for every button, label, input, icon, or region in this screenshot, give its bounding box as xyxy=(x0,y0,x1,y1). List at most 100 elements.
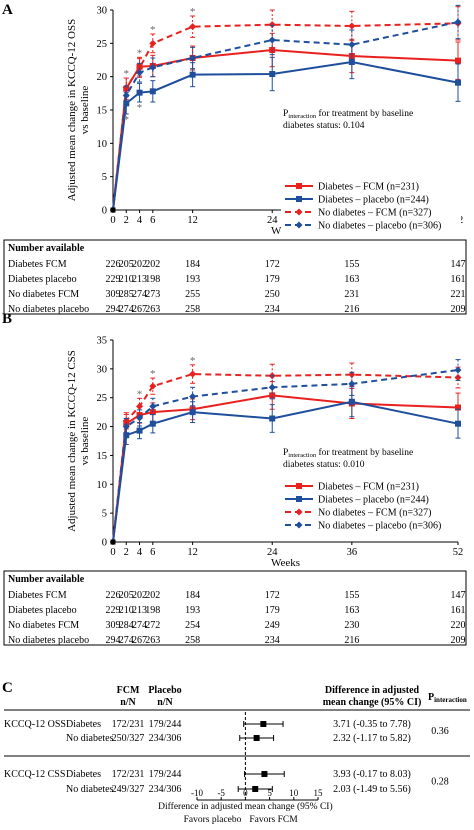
p-interaction-line2: diabetes status: 0.104 xyxy=(283,121,365,131)
y-tick-label: 0 xyxy=(102,206,107,217)
significance-star: * xyxy=(150,24,156,36)
forest-group: KCCQ-12 CSS 0.28 Diabetes 172/231 179/244 3.9… xyxy=(4,769,449,795)
data-point xyxy=(348,59,355,65)
significance-star: * xyxy=(150,368,156,380)
x-tick-label: 0 xyxy=(110,215,115,226)
number-table-heading: Number available xyxy=(8,243,85,254)
data-point xyxy=(149,420,156,427)
legend-label-diab_fcm: Diabetes – FCM (n=231) xyxy=(318,182,419,193)
number-table-cell: 229 xyxy=(106,274,121,285)
forest-x-tick-label: 0 xyxy=(243,788,248,798)
header-p: P xyxy=(428,692,434,703)
data-point xyxy=(149,382,157,390)
p-interaction-value: 0.36 xyxy=(431,726,449,737)
legend-label-nodiab_pla: No diabetes – placebo (n=306) xyxy=(318,221,441,232)
header-p-sub: interaction xyxy=(434,696,467,704)
number-table-cell: 263 xyxy=(145,304,160,315)
header-placebo: Placebo xyxy=(148,685,181,696)
data-point xyxy=(122,423,130,431)
number-table-cell: 147 xyxy=(451,259,466,270)
legend-marker xyxy=(296,183,302,189)
number-table-cell: 198 xyxy=(145,274,160,285)
data-point xyxy=(136,69,144,77)
x-tick-label: 12 xyxy=(187,215,198,226)
x-tick-label: 2 xyxy=(124,547,129,558)
number-table-cell: 163 xyxy=(344,274,359,285)
number-table-cell: 216 xyxy=(344,304,359,315)
legend-marker xyxy=(295,508,303,516)
number-table-cell: 155 xyxy=(344,259,359,270)
x-tick-label: 2 xyxy=(124,215,129,226)
placebo-n: 234/306 xyxy=(149,733,182,744)
forest-x-tick-label: 10 xyxy=(289,788,299,798)
y-tick-label: 5 xyxy=(102,509,107,520)
y-axis-label: Adjusted mean change in KCCQ-12 CSSvs ba… xyxy=(66,350,91,532)
number-table-cell: 172 xyxy=(265,259,280,270)
number-table-cell: 309 xyxy=(106,620,121,631)
number-table-cell: 274 xyxy=(132,289,147,300)
point-estimate xyxy=(253,735,260,741)
data-point xyxy=(268,36,276,44)
data-point xyxy=(149,402,157,410)
series-diab_pla xyxy=(110,44,461,213)
number-table-cell: 273 xyxy=(145,289,160,300)
number-table-cell: 179 xyxy=(265,274,280,285)
data-point xyxy=(149,39,157,47)
number-table-cell: 272 xyxy=(145,620,160,631)
number-table-cell: 284 xyxy=(119,620,134,631)
significance-star: * xyxy=(137,388,143,400)
number-table-cell: 161 xyxy=(451,605,466,616)
favors-placebo-label: Favors placebo xyxy=(184,815,242,825)
y-tick-label: 10 xyxy=(97,480,108,491)
forest-x-axis-label: Difference in adjusted mean change (95% … xyxy=(158,801,332,812)
number-table-cell: 163 xyxy=(344,605,359,616)
legend-marker xyxy=(295,208,303,216)
fcm-n: 172/231 xyxy=(112,769,145,780)
x-tick-label: 24 xyxy=(267,215,278,226)
number-table-cell: 274 xyxy=(132,620,147,631)
y-axis-label-line2: vs baseline xyxy=(79,86,91,135)
panel-letter: A xyxy=(2,2,13,18)
series-line-nodiab_pla xyxy=(112,369,459,543)
number-table-cell: 221 xyxy=(451,289,466,300)
legend-label-diab_pla: Diabetes – placebo (n=244) xyxy=(318,495,429,506)
number-table-cell: 202 xyxy=(132,590,147,601)
p-interaction-prefix: P xyxy=(283,109,288,119)
series-line-nodiab_fcm xyxy=(112,22,459,211)
y-tick-label: 20 xyxy=(97,72,108,83)
legend-marker xyxy=(296,196,302,202)
y-tick-label: 10 xyxy=(97,139,108,150)
significance-star: * xyxy=(124,68,130,80)
number-table-cell: 226 xyxy=(106,259,121,270)
significance-star: * xyxy=(124,114,130,126)
panel-a: A Adjusted mean change in KCCQ-12 OSSvs b… xyxy=(2,2,467,315)
x-tick-label: 6 xyxy=(150,547,155,558)
subgroup-label: Diabetes xyxy=(66,719,101,730)
series-nodiab_pla xyxy=(110,359,462,545)
data-point xyxy=(269,415,276,422)
data-point xyxy=(455,404,461,411)
subgroup-label: No diabetes xyxy=(66,733,114,744)
data-point xyxy=(348,22,356,30)
fcm-n: 249/327 xyxy=(112,784,145,795)
number-table-cell: 234 xyxy=(265,635,280,646)
data-point xyxy=(455,57,461,64)
panel-letter: C xyxy=(2,680,13,696)
data-point xyxy=(136,427,143,434)
y-tick-label: 15 xyxy=(97,106,108,117)
data-point xyxy=(123,432,130,439)
number-table-cell: 250 xyxy=(265,289,280,300)
y-axis-label-line2: vs baseline xyxy=(79,417,91,466)
data-point xyxy=(348,41,356,49)
y-tick-label: 30 xyxy=(97,364,108,375)
series-line-diab_fcm xyxy=(112,48,459,211)
number-table-cell: 263 xyxy=(145,635,160,646)
number-table-cell: 193 xyxy=(185,274,200,285)
forest-x-tick-label: 5 xyxy=(267,788,272,798)
subgroup-label: Diabetes xyxy=(66,769,101,780)
forest-x-tick-label: -10 xyxy=(191,788,203,798)
data-point xyxy=(189,370,197,378)
data-point xyxy=(189,409,196,416)
